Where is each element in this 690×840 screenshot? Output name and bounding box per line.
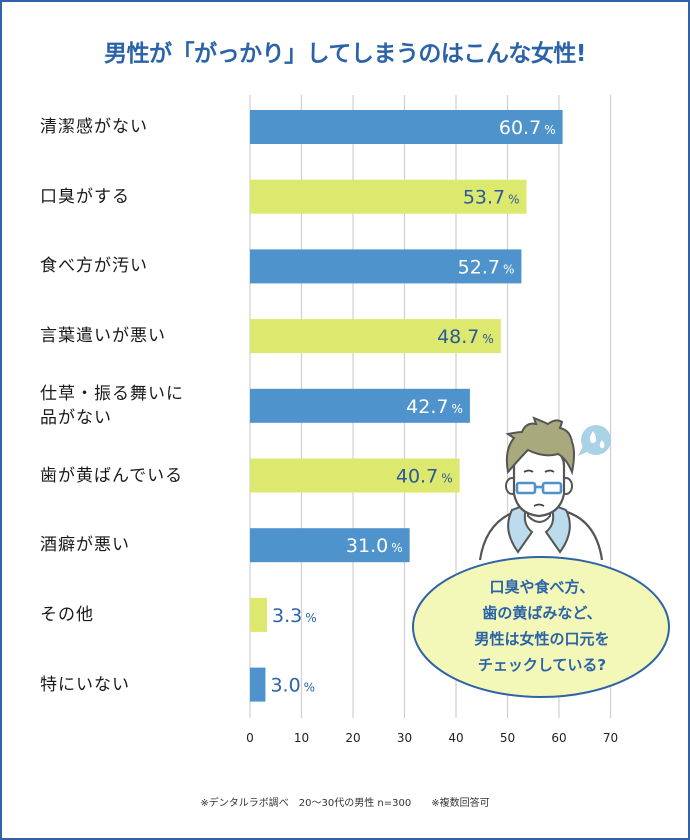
chart-title: 男性が「がっかり」してしまうのはこんな女性! (104, 41, 586, 67)
value-number: 53.7 (463, 187, 505, 209)
value-unit: % (304, 681, 315, 695)
category-label-line: 清潔感がない (40, 117, 148, 137)
value-number: 42.7 (406, 396, 448, 418)
category-label: 特にいない (40, 673, 240, 697)
x-tick-label: 0 (246, 731, 254, 745)
category-label: 食べ方が汚い (40, 254, 240, 278)
value-number: 40.7 (396, 466, 438, 488)
value-unit: % (503, 262, 514, 276)
worried-man-illustration (412, 416, 670, 698)
category-label: 言葉遣いが悪い (40, 324, 240, 348)
x-tick-label: 20 (345, 731, 361, 745)
category-label-line: 言葉遣いが悪い (40, 326, 166, 347)
category-label-line: 仕草・振る舞いに (40, 383, 184, 404)
footnote: ※デンタルラボ調べ 20〜30代の男性 n=300 ※複数回答可 (200, 798, 490, 809)
callout-line: チェックしている? (477, 656, 607, 674)
value-unit: % (391, 541, 402, 555)
bar-value-label: 3.0% (270, 675, 315, 697)
category-label-line: 酒癖が悪い (40, 535, 130, 556)
bar (250, 597, 267, 632)
category-label-line: 品がない (40, 407, 112, 428)
bar-value-label: 52.7% (458, 256, 515, 278)
value-unit: % (441, 472, 452, 486)
value-unit: % (305, 611, 316, 625)
callout-line: 男性は女性の口元を (474, 630, 610, 648)
value-number: 52.7 (458, 256, 500, 278)
bar-value-label: 31.0% (346, 535, 403, 557)
bar (250, 179, 527, 214)
bar-value-label: 53.7% (463, 187, 520, 209)
bar-value-label: 60.7% (499, 117, 556, 139)
x-tick-label: 40 (448, 731, 464, 745)
bar (250, 528, 410, 563)
category-label: 清潔感がない (40, 115, 240, 139)
value-unit: % (544, 123, 555, 137)
value-unit: % (508, 193, 519, 207)
value-number: 3.3 (272, 605, 302, 627)
callout-line: 口臭や食べ方、 (489, 578, 595, 596)
bar-value-label: 42.7% (406, 396, 463, 418)
x-tick-label: 10 (293, 731, 310, 745)
sweat-bubble-icon (578, 425, 611, 456)
bar (250, 319, 501, 354)
value-number: 48.7 (437, 326, 479, 348)
category-label: 酒癖が悪い (40, 533, 240, 557)
x-tick-label: 30 (396, 731, 413, 745)
callout-text: 口臭や食べ方、 歯の黄ばみなど、 男性は女性の口元を チェックしている? (418, 574, 666, 678)
callout-bubble (412, 556, 670, 698)
category-label: 仕草・振る舞いに 品がない (40, 382, 240, 430)
x-tick-label: 70 (602, 731, 619, 745)
callout-line: 歯の黄ばみなど、 (482, 604, 602, 622)
x-tick-label: 60 (551, 731, 567, 745)
category-label-line: その他 (40, 604, 94, 625)
bars: 60.7 %53.7 %52.7 %48.7 %42.7 %40.7 %31.0 %3.3 %3… (250, 110, 563, 702)
category-label-line: 特にいない (40, 674, 130, 695)
bar-value-label: 40.7% (396, 466, 453, 488)
value-unit: % (451, 402, 462, 416)
bar (250, 110, 563, 144)
bar (250, 458, 460, 493)
category-label: 口臭がする (40, 185, 240, 209)
value-number: 3.0 (270, 675, 300, 697)
x-tick-label: 50 (499, 731, 516, 745)
value-number: 31.0 (346, 535, 388, 557)
category-label: その他 (40, 603, 240, 627)
category-label-line: 口臭がする (40, 186, 130, 207)
category-label-line: 食べ方が汚い (40, 256, 148, 277)
value-number: 60.7 (499, 117, 541, 139)
value-unit: % (482, 332, 493, 346)
bar-value-label: 48.7% (437, 326, 494, 348)
bar-value-label: 3.3% (272, 605, 317, 627)
bar (250, 249, 522, 284)
bar (250, 388, 470, 423)
bar (250, 667, 266, 702)
category-label: 歯が黄ばんでいる (40, 464, 240, 488)
category-label-line: 歯が黄ばんでいる (40, 465, 184, 486)
man-icon (478, 416, 604, 561)
